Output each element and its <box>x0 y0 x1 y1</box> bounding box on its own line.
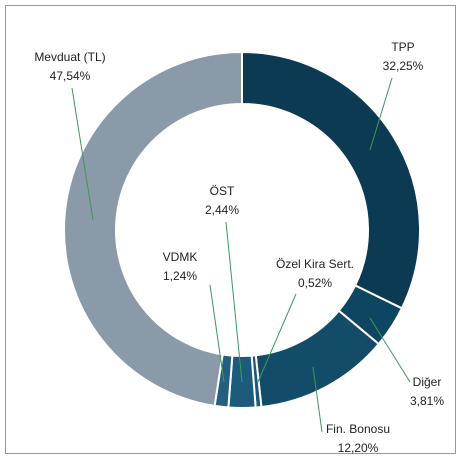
leader-line <box>312 366 323 433</box>
frame <box>5 5 456 454</box>
slice-label: ÖST <box>210 184 235 198</box>
slice-label: VDMK <box>163 250 198 264</box>
slice <box>63 50 243 408</box>
leader-line <box>225 221 243 383</box>
value-label: 2,44% <box>205 203 239 217</box>
value-label: 0,52% <box>298 276 332 290</box>
value-label: 12,20% <box>338 441 379 455</box>
slice-label: Mevduat (TL) <box>34 50 105 64</box>
slice-label: Özel Kira Sert. <box>276 257 354 271</box>
leader-line <box>257 293 297 383</box>
value-label: 47,54% <box>50 69 91 83</box>
slice-label: TPP <box>391 40 414 54</box>
leader-line <box>209 284 225 383</box>
value-label: 32,25% <box>383 59 424 73</box>
value-label: 3,81% <box>410 394 444 408</box>
slice-label: Diğer <box>413 375 442 389</box>
leader-line <box>71 87 94 221</box>
slice-label: Fin. Bonosu <box>326 422 390 436</box>
value-label: 1,24% <box>163 269 197 283</box>
leader-line <box>369 77 393 151</box>
slice <box>241 50 421 310</box>
leader-line <box>369 317 411 383</box>
